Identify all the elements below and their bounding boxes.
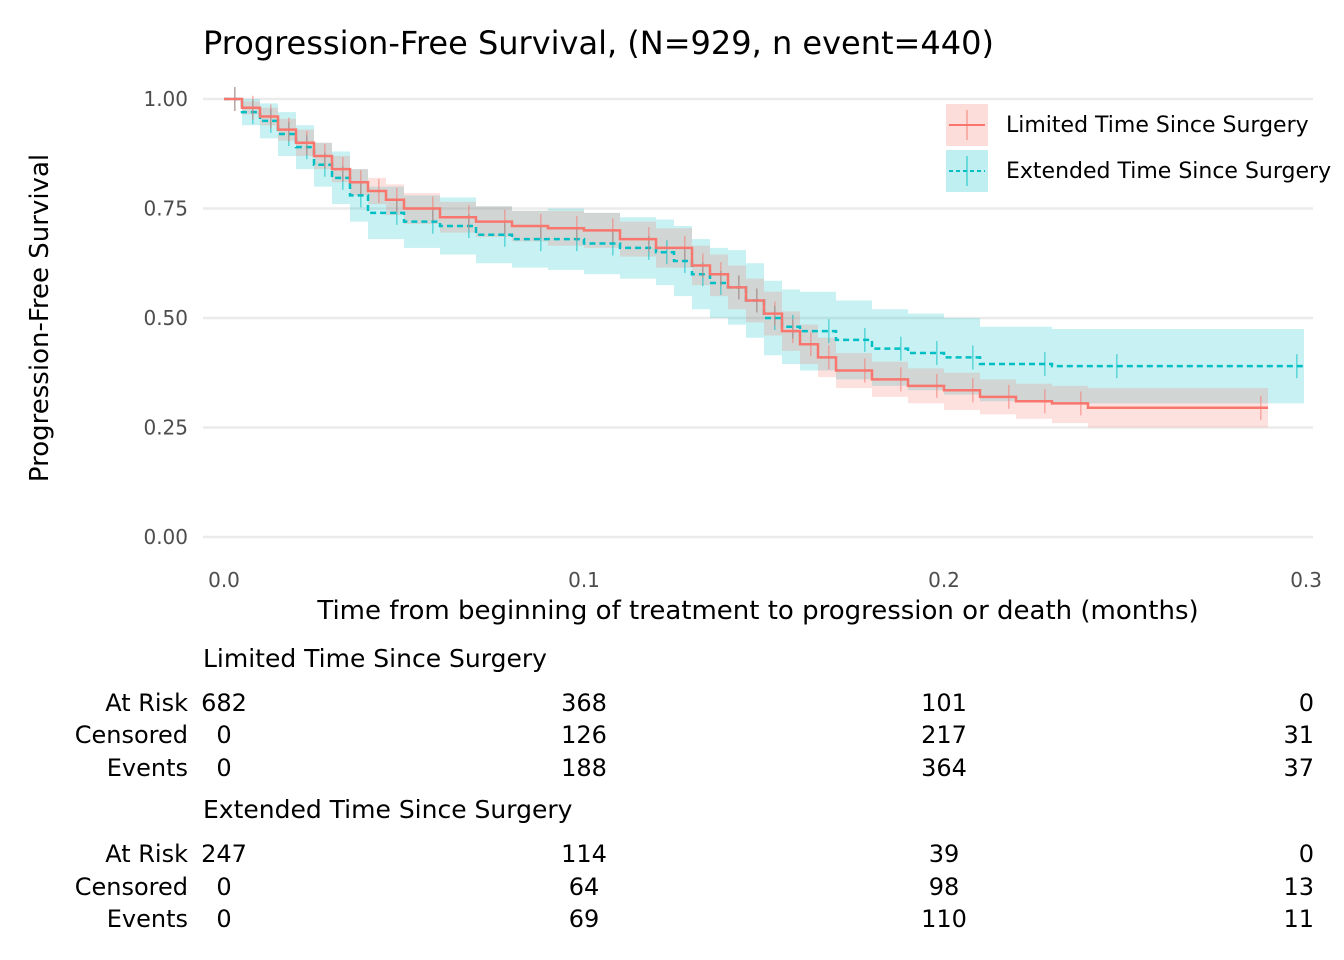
- risk-value: 364: [921, 754, 967, 782]
- risk-value: 247: [201, 840, 247, 868]
- legend-key-limited: [946, 104, 988, 146]
- risk-row-label-at-risk: At Risk: [105, 689, 188, 717]
- risk-table-header-limited: Limited Time Since Surgery: [203, 644, 547, 673]
- risk-value: 31: [1283, 721, 1314, 749]
- risk-value: 368: [561, 689, 607, 717]
- risk-value: 0: [216, 873, 232, 901]
- x-tick-label: 0.1: [568, 568, 600, 592]
- y-tick-label: 1.00: [143, 87, 188, 111]
- x-tick-label: 0.3: [1290, 568, 1322, 592]
- risk-value: 0: [1298, 689, 1314, 717]
- risk-value: 0: [216, 754, 232, 782]
- chart-title: Progression-Free Survival, (N=929, n eve…: [203, 24, 994, 62]
- risk-value: 64: [568, 873, 600, 901]
- y-tick-label: 0.50: [143, 306, 188, 330]
- risk-value: 0: [216, 721, 232, 749]
- legend-label-limited: Limited Time Since Surgery: [1006, 113, 1309, 138]
- risk-row-label-at-risk: At Risk: [105, 840, 188, 868]
- risk-table-header-extended: Extended Time Since Surgery: [203, 795, 573, 824]
- legend-label-extended: Extended Time Since Surgery: [1006, 159, 1332, 184]
- y-tick-label: 0.00: [143, 525, 188, 549]
- risk-value: 682: [201, 689, 247, 717]
- risk-value: 188: [561, 754, 607, 782]
- risk-value: 98: [928, 873, 960, 901]
- risk-value: 13: [1283, 873, 1314, 901]
- confidence-band: [224, 99, 1304, 404]
- risk-row-label-events: Events: [106, 905, 188, 933]
- survival-curve: [224, 97, 1268, 410]
- legend-key-extended: [946, 150, 988, 192]
- risk-value: 126: [561, 721, 607, 749]
- risk-value: 37: [1283, 754, 1314, 782]
- risk-row-label-censored: Censored: [74, 721, 188, 749]
- risk-value: 110: [921, 905, 967, 933]
- risk-value: 11: [1283, 905, 1314, 933]
- risk-value: 69: [568, 905, 600, 933]
- x-tick-label: 0.2: [928, 568, 960, 592]
- risk-row-label-censored: Censored: [74, 873, 188, 901]
- risk-value: 101: [921, 689, 967, 717]
- confidence-band: [224, 99, 1268, 428]
- risk-value: 217: [921, 721, 967, 749]
- x-tick-label: 0.0: [208, 568, 240, 592]
- risk-value: 0: [1298, 840, 1314, 868]
- x-axis-label: Time from beginning of treatment to prog…: [317, 596, 1199, 626]
- risk-value: 0: [216, 905, 232, 933]
- y-tick-label: 0.25: [143, 416, 188, 440]
- y-tick-label: 0.75: [143, 197, 188, 221]
- survival-curve: [224, 97, 1304, 368]
- y-axis-label: Progression-Free Survival: [25, 153, 55, 483]
- risk-row-label-events: Events: [106, 754, 188, 782]
- risk-value: 39: [928, 840, 960, 868]
- risk-value: 114: [561, 840, 607, 868]
